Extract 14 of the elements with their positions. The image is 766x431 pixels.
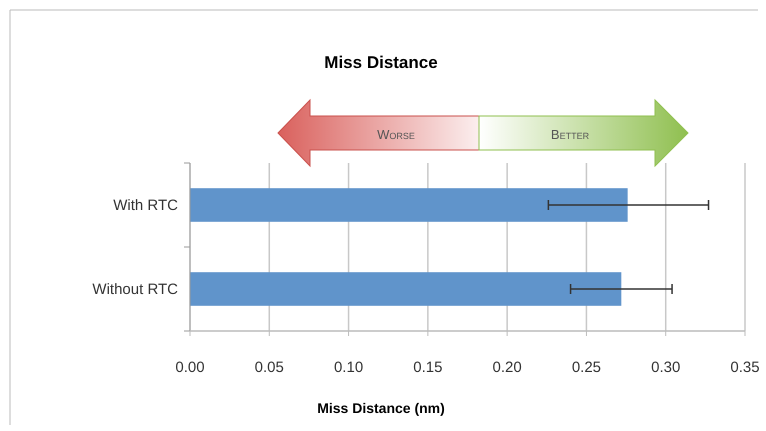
x-axis-title: Miss Distance (nm) [317, 400, 445, 416]
text: Worse [377, 127, 415, 142]
x-tick-label: 0.10 [334, 359, 364, 376]
x-tick-label: 0.35 [730, 359, 760, 376]
x-tick-label: 0.05 [254, 359, 284, 376]
text: Better [550, 127, 590, 142]
x-tick-label: 0.30 [651, 359, 680, 376]
x-tick-label: 0.00 [175, 359, 205, 376]
chart-title: Miss Distance [324, 53, 438, 72]
x-tick-label: 0.15 [413, 359, 442, 376]
x-tick-label: 0.25 [572, 359, 602, 376]
x-tick-label: 0.20 [492, 359, 522, 376]
y-tick-label: Without RTC [92, 281, 178, 298]
y-tick-label: With RTC [113, 197, 178, 214]
